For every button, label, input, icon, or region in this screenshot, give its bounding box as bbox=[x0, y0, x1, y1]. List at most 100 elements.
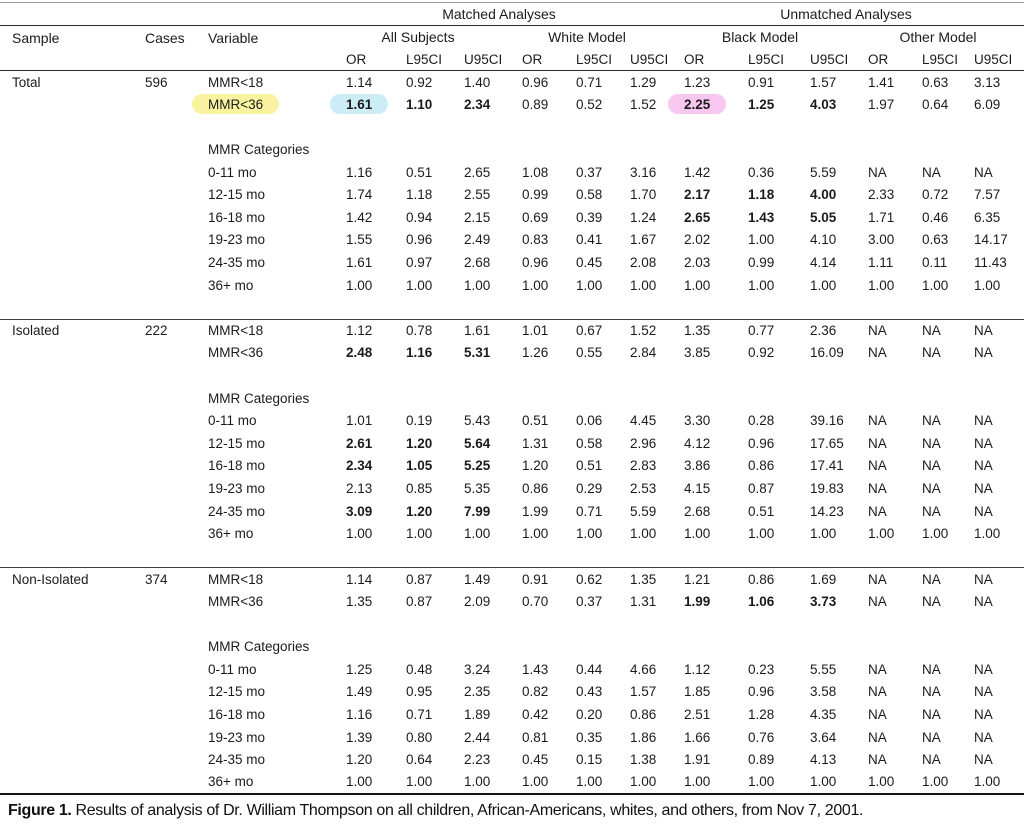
value-cell bbox=[506, 364, 560, 387]
value-cell bbox=[668, 138, 732, 161]
value-cell: NA bbox=[906, 567, 958, 591]
value-cell bbox=[668, 296, 732, 319]
value-cell: 0.70 bbox=[522, 593, 549, 609]
value-cell: 3.09 bbox=[346, 503, 373, 519]
value-cell: 1.00 bbox=[576, 774, 603, 790]
data-row: Total 596 MMR<18 1.14 0.92 1.40 0.96 0.71 1.29 1.… bbox=[0, 71, 1024, 94]
value-cell: NA bbox=[958, 318, 1024, 342]
data-row: 24-35 mo 1.20 0.64 2.23 0.45 0.15 1.38 1.91 0.89… bbox=[0, 748, 1024, 771]
variable-cell: 16-18 mo bbox=[208, 706, 266, 722]
value-cell: NA bbox=[868, 706, 887, 722]
value-cell: 5.25 bbox=[464, 458, 491, 474]
stat-header-row: OR L95CI U95CI OR L95CI U95CI OR L95CI U… bbox=[0, 48, 1024, 71]
variable-cell: MMR Categories bbox=[208, 639, 310, 655]
value-cell bbox=[448, 138, 506, 161]
value-cell: 4.35 bbox=[810, 706, 837, 722]
value-cell: 1.49 bbox=[346, 684, 373, 700]
value-cell: 0.76 bbox=[748, 729, 775, 745]
cases-cell bbox=[135, 387, 200, 410]
sample-cell bbox=[0, 251, 135, 274]
value-cell bbox=[958, 116, 1024, 139]
value-cell: NA bbox=[868, 345, 887, 361]
variable-cell: MMR<36 bbox=[192, 93, 330, 116]
value-cell: 0.51 bbox=[748, 503, 775, 519]
variable-cell: MMR Categories bbox=[208, 142, 310, 158]
value-cell bbox=[506, 296, 560, 319]
value-cell bbox=[732, 387, 794, 410]
value-cell: 2.49 bbox=[464, 232, 491, 248]
sample-cell bbox=[0, 116, 135, 139]
variable-cell: 0-11 mo bbox=[208, 164, 257, 180]
cases-cell: 596 bbox=[145, 74, 168, 90]
cases-cell bbox=[135, 726, 200, 749]
value-cell bbox=[330, 296, 390, 319]
value-cell bbox=[560, 138, 614, 161]
sample-cell bbox=[0, 522, 135, 545]
value-cell: 1.00 bbox=[522, 774, 549, 790]
variable-cell: 36+ mo bbox=[208, 774, 254, 790]
value-cell: NA bbox=[974, 164, 993, 180]
value-cell: 0.99 bbox=[522, 187, 549, 203]
variable-cell: 36+ mo bbox=[208, 277, 254, 293]
value-cell: 39.16 bbox=[810, 413, 844, 429]
data-row: 36+ mo 1.00 1.00 1.00 1.00 1.00 1.00 1.00 1.00 1.… bbox=[0, 274, 1024, 297]
value-cell: 1.00 bbox=[630, 774, 657, 790]
stat-header-l95ci: L95CI bbox=[732, 48, 794, 71]
value-cell: 1.42 bbox=[684, 164, 711, 180]
data-row: Non-Isolated 374 MMR<18 1.14 0.87 1.49 0.91 0.6… bbox=[0, 567, 1024, 591]
section-non-isolated: Non-Isolated 374 MMR<18 1.14 0.87 1.49 0.91 0.6… bbox=[0, 567, 1024, 794]
value-cell: 0.86 bbox=[522, 480, 549, 496]
data-row: MMR Categories bbox=[0, 635, 1024, 658]
section-total: Total 596 MMR<18 1.14 0.92 1.40 0.96 0.71 1.29 1.… bbox=[0, 71, 1024, 320]
value-cell: 1.11 bbox=[868, 255, 894, 271]
sample-cell bbox=[0, 500, 135, 523]
value-cell bbox=[794, 387, 852, 410]
value-cell: 0.64 bbox=[922, 96, 949, 112]
value-cell: 4.13 bbox=[810, 752, 837, 768]
col-header-black-model: Black Model bbox=[721, 29, 799, 46]
value-cell: NA bbox=[922, 458, 941, 474]
value-cell bbox=[614, 635, 668, 658]
data-row: 19-23 mo 1.55 0.96 2.49 0.83 0.41 1.67 2.02 1.00… bbox=[0, 229, 1024, 252]
variable-cell: 12-15 mo bbox=[208, 187, 266, 203]
value-cell: 0.55 bbox=[576, 345, 603, 361]
value-cell: 0.99 bbox=[748, 255, 775, 271]
cases-cell bbox=[135, 613, 200, 636]
stat-header-or: OR bbox=[852, 48, 906, 71]
value-cell: 3.30 bbox=[684, 413, 711, 429]
value-cell: NA bbox=[922, 480, 941, 496]
group-header-spacer bbox=[0, 2, 330, 26]
value-cell: 0.71 bbox=[576, 503, 603, 519]
sample-cell bbox=[0, 545, 135, 568]
stat-header-u95ci: U95CI bbox=[614, 48, 668, 71]
value-cell: 4.03 bbox=[810, 96, 837, 112]
value-cell: NA bbox=[922, 503, 941, 519]
cases-cell bbox=[135, 93, 200, 116]
value-cell: 4.14 bbox=[810, 255, 837, 271]
value-cell: 1.00 bbox=[464, 277, 491, 293]
value-cell: NA bbox=[974, 435, 993, 451]
value-cell bbox=[390, 635, 448, 658]
value-cell bbox=[614, 364, 668, 387]
value-cell bbox=[390, 545, 448, 568]
value-cell: 0.89 bbox=[522, 96, 549, 112]
sample-cell: Total bbox=[12, 74, 41, 90]
value-cell: 1.29 bbox=[630, 74, 657, 90]
data-row: MMR<36 1.61 1.10 2.34 0.89 0.52 1.52 2.25 1.25 4.… bbox=[0, 93, 1024, 116]
value-cell: 5.35 bbox=[464, 480, 491, 496]
value-cell: 1.00 bbox=[810, 774, 837, 790]
value-cell bbox=[614, 545, 668, 568]
value-cell: 1.00 bbox=[630, 526, 657, 542]
value-cell: 0.78 bbox=[390, 318, 448, 342]
value-cell: 0.96 bbox=[748, 684, 775, 700]
value-cell: 1.00 bbox=[684, 774, 711, 790]
variable-cell: 24-35 mo bbox=[208, 255, 266, 271]
value-cell bbox=[732, 635, 794, 658]
value-cell: 2.96 bbox=[630, 435, 657, 451]
value-cell: 1.57 bbox=[810, 74, 837, 90]
value-cell: 0.51 bbox=[406, 164, 433, 180]
value-cell: 1.00 bbox=[406, 774, 433, 790]
variable-cell: 24-35 mo bbox=[208, 752, 266, 768]
value-cell: 1.25 bbox=[346, 661, 373, 677]
